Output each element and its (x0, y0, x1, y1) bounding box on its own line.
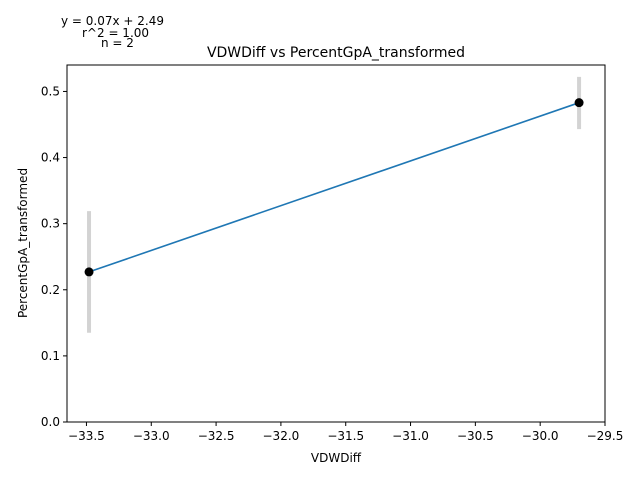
data-point-2 (574, 98, 584, 108)
plot-area: −33.5 −33.0 −32.5 −32.0 −31.5 −31.0 −30.5 −30.0… (41, 64, 624, 443)
y-tick-label: 0.2 (41, 283, 60, 297)
sample-size-annotation: n = 2 (101, 36, 134, 50)
x-tick-label: −33.0 (133, 429, 170, 443)
x-tick-label: −33.5 (68, 429, 105, 443)
x-tick-label: −31.0 (392, 429, 429, 443)
y-tick-label: 0.1 (41, 349, 60, 363)
r-squared-annotation: r^2 = 1.00 (82, 26, 149, 40)
axes-frame (66, 64, 606, 423)
x-tick-label: −32.0 (263, 429, 300, 443)
x-tick-label: −30.5 (457, 429, 494, 443)
regression-line (88, 101, 580, 273)
chart-title: VDWDiff vs PercentGpA_transformed (207, 45, 465, 61)
x-tick-label: −29.5 (587, 429, 624, 443)
equation-annotation: y = 0.07x + 2.49 (61, 14, 164, 28)
y-tick-label: 0.4 (41, 151, 60, 165)
y-tick-label: 0.3 (41, 217, 60, 231)
y-tick-label: 0.5 (41, 84, 60, 98)
x-tick-label: −31.5 (327, 429, 364, 443)
x-tick-label: −30.0 (522, 429, 559, 443)
y-axis-label: PercentGpA_transformed (16, 168, 30, 318)
x-axis-label: VDWDiff (311, 451, 362, 465)
x-tick-label: −32.5 (198, 429, 235, 443)
data-point-1 (84, 267, 94, 277)
y-tick-label: 0.0 (41, 415, 60, 429)
